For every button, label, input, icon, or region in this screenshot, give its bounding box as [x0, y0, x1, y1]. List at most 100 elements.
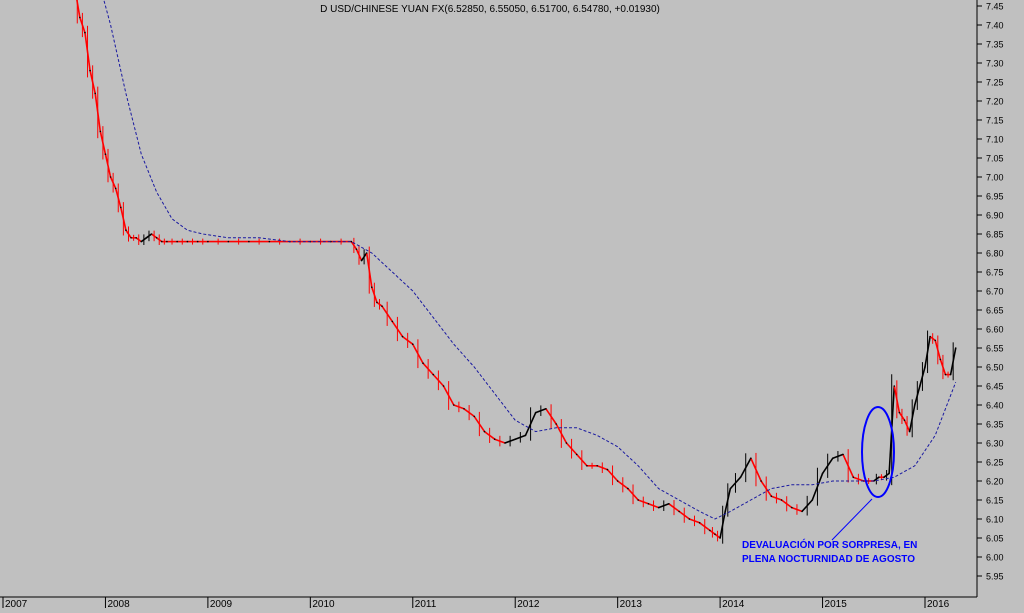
y-tick-label: 6.35 — [986, 420, 1004, 430]
price-point — [607, 469, 609, 471]
y-tick-label: 7.10 — [986, 135, 1004, 145]
y-tick-label: 7.40 — [986, 21, 1004, 31]
price-point — [494, 438, 496, 440]
price-point — [141, 241, 143, 243]
price-point — [950, 374, 952, 376]
price-point — [699, 522, 701, 524]
price-point — [156, 237, 158, 239]
y-tick-label: 5.95 — [986, 572, 1004, 582]
y-tick-label: 6.00 — [986, 553, 1004, 563]
price-point — [678, 511, 680, 513]
price-point — [412, 343, 414, 345]
price-point — [740, 476, 742, 478]
x-tick-label: 2011 — [415, 599, 437, 608]
price-point — [525, 435, 527, 437]
y-tick-label: 7.05 — [986, 154, 1004, 164]
price-point — [514, 438, 516, 440]
y-tick-label: 6.95 — [986, 192, 1004, 202]
price-point — [648, 503, 650, 505]
price-point — [146, 237, 148, 239]
price-point — [576, 454, 578, 456]
y-tick-label: 6.75 — [986, 268, 1004, 278]
price-point — [714, 533, 716, 535]
price-point — [934, 340, 936, 342]
price-point — [105, 153, 107, 155]
price-point — [361, 260, 363, 262]
price-point — [730, 488, 732, 490]
price-point — [658, 507, 660, 509]
price-point — [878, 476, 880, 478]
price-point — [376, 302, 378, 304]
price-point — [888, 473, 890, 475]
price-point — [627, 488, 629, 490]
price-point — [89, 70, 91, 72]
price-point — [883, 476, 885, 478]
x-tick-label: 2016 — [927, 599, 950, 608]
price-point — [453, 404, 455, 406]
price-point — [724, 511, 726, 513]
y-tick-label: 6.30 — [986, 439, 1004, 449]
price-point — [791, 507, 793, 509]
y-tick-label: 6.80 — [986, 249, 1004, 259]
x-tick-label: 2014 — [722, 599, 745, 608]
price-point — [79, 17, 81, 19]
price-point — [617, 480, 619, 482]
y-tick-label: 7.35 — [986, 40, 1004, 50]
annotation-text-line1: DEVALUACIÓN POR SORPRESA, EN — [742, 538, 917, 551]
x-tick-label: 2010 — [312, 599, 335, 608]
price-point — [432, 374, 434, 376]
price-point — [84, 32, 86, 34]
y-tick-label: 6.05 — [986, 534, 1004, 544]
y-tick-label: 6.25 — [986, 458, 1004, 468]
y-tick-label: 7.15 — [986, 116, 1004, 126]
price-point — [899, 412, 901, 414]
price-point — [566, 442, 568, 444]
price-point — [545, 408, 547, 410]
price-point — [709, 530, 711, 532]
price-point — [760, 480, 762, 482]
price-point — [504, 442, 506, 444]
price-point — [125, 229, 127, 231]
y-tick-label: 6.50 — [986, 363, 1004, 373]
y-tick-label: 6.60 — [986, 325, 1004, 335]
price-point — [924, 366, 926, 368]
chart-title: D USD/CHINESE YUAN FX(6.52850, 6.55050, … — [320, 4, 660, 15]
price-point — [781, 499, 783, 501]
price-point — [904, 419, 906, 421]
price-point — [919, 385, 921, 387]
y-tick-label: 7.30 — [986, 59, 1004, 69]
price-point — [228, 241, 230, 243]
price-point — [689, 518, 691, 520]
x-tick-label: 2012 — [517, 599, 540, 608]
price-point — [94, 93, 96, 95]
price-point — [596, 465, 598, 467]
price-point — [929, 336, 931, 338]
y-tick-label: 6.20 — [986, 477, 1004, 487]
x-tick-label: 2007 — [5, 599, 28, 608]
price-point — [801, 511, 803, 513]
price-point — [207, 241, 209, 243]
price-point — [176, 241, 178, 243]
y-tick-label: 7.25 — [986, 78, 1004, 88]
price-point — [115, 188, 117, 190]
price-point — [914, 404, 916, 406]
price-point — [269, 241, 271, 243]
price-point — [832, 457, 834, 459]
price-point — [366, 252, 368, 254]
y-tick-label: 6.15 — [986, 496, 1004, 506]
price-point — [443, 385, 445, 387]
price-point — [637, 499, 639, 501]
y-tick-label: 7.00 — [986, 173, 1004, 183]
x-tick-label: 2008 — [107, 599, 130, 608]
price-point — [151, 233, 153, 235]
annotation-text-line2: PLENA NOCTURNIDAD DE AGOSTO — [742, 554, 915, 565]
x-tick-label: 2013 — [620, 599, 643, 608]
price-point — [719, 537, 721, 539]
y-tick-label: 6.90 — [986, 211, 1004, 221]
price-point — [356, 248, 358, 250]
price-point — [555, 423, 557, 425]
y-tick-label: 6.40 — [986, 401, 1004, 411]
y-tick-label: 6.55 — [986, 344, 1004, 354]
